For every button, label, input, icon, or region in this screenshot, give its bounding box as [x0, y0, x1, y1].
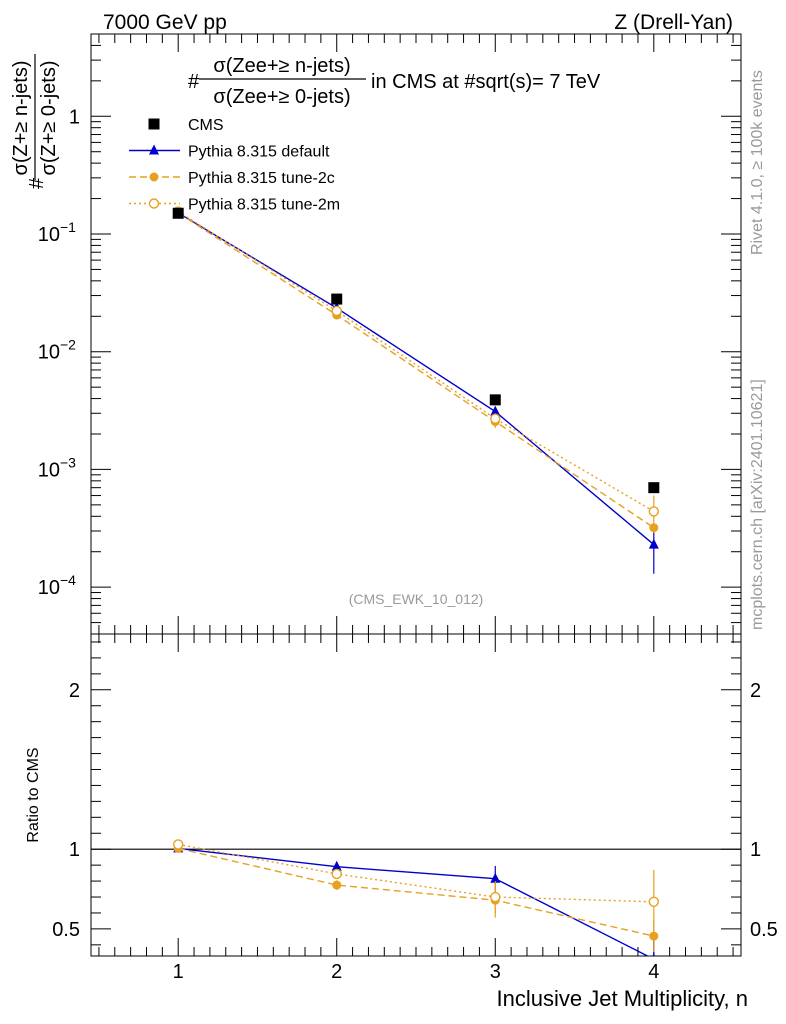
pythia-8-315-default-legend-label: Pythia 8.315 default [188, 144, 330, 161]
pythia-8-315-default-main-point [490, 405, 501, 416]
pythia-8-315-tune-2m-ratio-point [172, 839, 184, 850]
pythia-8-315-default-ratio-point [331, 860, 342, 871]
pythia-8-315-tune-2c-main-line [177, 212, 655, 529]
ratio-panel-frame [90, 633, 742, 957]
axis-ticks [91, 33, 741, 956]
ratio-y-tick-label-left: 0.5 [52, 919, 80, 941]
pythia-8-315-default-legend-marker [149, 144, 159, 155]
header-right: Z (Drell-Yan) [614, 11, 733, 34]
ratio-y-tick-label-right: 2 [750, 680, 761, 702]
rivet-label: Rivet 4.1.0, ≥ 100k events [749, 70, 766, 255]
main-y-tick-exponent: −2 [60, 337, 76, 353]
pythia-8-315-default-main-line [177, 212, 655, 546]
analysis-id: (CMS_EWK_10_012) [349, 591, 484, 607]
cms-legend-label: CMS [188, 117, 224, 134]
x-tick-label: 3 [490, 961, 501, 983]
pythia-8-315-tune-2m-ratio-point [331, 868, 342, 880]
pythia-8-315-tune-2c-legend-marker [149, 172, 159, 182]
pythia-8-315-tune-2m-main-point [648, 506, 660, 517]
main-y-tick-label: 1 [69, 106, 80, 128]
pythia-8-315-tune-2m-ratio-point [490, 891, 501, 903]
plot-title-denominator: σ(Zee+≥ 0-jets) [213, 86, 350, 108]
pythia-8-315-tune-2m-main-point [331, 305, 342, 317]
pythia-8-315-tune-2m-legend-label: Pythia 8.315 tune-2m [188, 197, 340, 214]
x-axis-label: Inclusive Jet Multiplicity, n [497, 986, 748, 1011]
x-tick-label: 4 [648, 961, 659, 983]
pythia-8-315-tune-2m-ratio-point [648, 896, 660, 908]
main-y-tick-exponent: −3 [60, 454, 76, 470]
cms-main-point [172, 207, 184, 219]
y-tick-labels: 110 −110 −210 −310 −42 21 10.5 0.5 [38, 106, 778, 941]
ratio-y-tick-label-right: 0.5 [750, 919, 778, 941]
cms-legend-marker [148, 118, 160, 130]
main-y-tick-exponent: −1 [60, 219, 76, 235]
main-ylabel: # σ(Z+≥ n-jets) σ(Z+≥ 0-jets) [10, 54, 60, 189]
pythia-8-315-default-ratio-point [652, 953, 656, 956]
pythia-8-315-tune-2m-ratio-line [178, 843, 654, 903]
ratio-data-layer [172, 839, 660, 956]
ratio-y-tick-label-left: 1 [69, 839, 80, 861]
main-data-layer [172, 206, 660, 574]
cms-main-point [648, 482, 660, 494]
main-y-tick-label: 10 [38, 224, 60, 246]
ratio-ylabel: Ratio to CMS [25, 747, 42, 842]
x-tick-labels: 1 2 3 4 [173, 961, 660, 983]
plot-title-prefix: # [188, 71, 200, 93]
pythia-8-315-tune-2m-main-line [177, 211, 655, 513]
cms-main-point [489, 394, 501, 406]
main-ylabel-prefix: # [26, 177, 48, 189]
plot-title: # σ(Zee+≥ n-jets) σ(Zee+≥ 0-jets) in CMS… [188, 55, 601, 108]
main-y-tick-label: 10 [38, 577, 60, 599]
x-tick-label: 2 [331, 961, 342, 983]
main-y-tick-exponent: −4 [60, 572, 76, 588]
pythia-8-315-tune-2c-ratio-point [332, 880, 342, 890]
mcplots-label: mcplots.cern.ch [arXiv:2401.10621] [749, 379, 766, 630]
main-ylabel-denominator: σ(Z+≥ 0-jets) [38, 61, 60, 176]
ratio-y-tick-label-left: 2 [69, 680, 80, 702]
main-ylabel-numerator: σ(Z+≥ n-jets) [10, 61, 32, 176]
main-y-tick-label: 10 [38, 342, 60, 364]
legend: CMS Pythia 8.315 default Pythia 8.315 tune… [129, 117, 340, 214]
pythia-8-315-tune-2c-ratio-line [178, 847, 654, 937]
plot-title-suffix: in CMS at #sqrt(s)= 7 TeV [371, 71, 601, 93]
pythia-8-315-tune-2c-legend-label: Pythia 8.315 tune-2c [188, 170, 335, 187]
pythia-8-315-tune-2m-legend-marker [148, 198, 160, 209]
plot-title-numerator: σ(Zee+≥ n-jets) [213, 55, 350, 77]
pythia-8-315-tune-2c-main-point [649, 523, 659, 533]
pythia-8-315-default-ratio-point [490, 872, 501, 883]
pythia-8-315-default-main-point [648, 538, 659, 549]
pythia-8-315-tune-2m-main-point [490, 413, 501, 424]
pythia-8-315-default-ratio-line [178, 847, 650, 956]
cms-main-point [331, 293, 343, 305]
x-tick-label: 1 [173, 961, 184, 983]
ratio-y-tick-label-right: 1 [750, 839, 761, 861]
main-y-tick-label: 10 [38, 459, 60, 481]
header-left: 7000 GeV pp [103, 11, 227, 34]
